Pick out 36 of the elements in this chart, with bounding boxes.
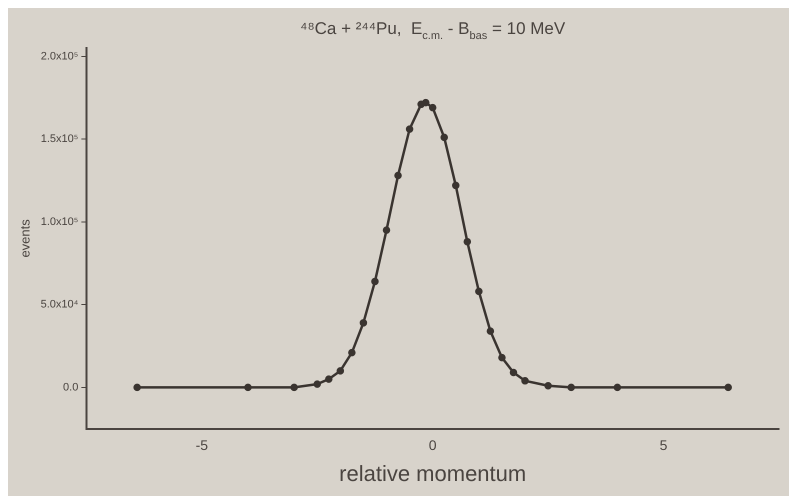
- point: [440, 134, 448, 142]
- point: [406, 125, 414, 133]
- x-tick-label: 5: [660, 437, 668, 454]
- point: [244, 384, 252, 392]
- point: [498, 354, 506, 362]
- point: [452, 182, 460, 190]
- point: [724, 384, 732, 392]
- x-tick-label: 0: [428, 437, 437, 454]
- point: [428, 104, 436, 112]
- point: [325, 375, 333, 383]
- y-tick-label: 2.0x10⁵: [40, 50, 78, 62]
- point: [382, 226, 390, 234]
- point: [422, 98, 430, 106]
- point: [313, 380, 321, 388]
- point: [394, 172, 402, 180]
- y-tick-label: 1.0x10⁵: [40, 216, 78, 228]
- point: [133, 384, 141, 392]
- point: [544, 382, 552, 390]
- point: [336, 367, 344, 375]
- y-tick-label: 5.0x10⁴: [40, 298, 79, 311]
- point: [614, 384, 622, 392]
- point: [510, 368, 518, 376]
- y-axis-title: events: [17, 218, 32, 258]
- point: [486, 327, 494, 335]
- point: [360, 319, 368, 327]
- y-tick-label: 0.0: [63, 381, 78, 394]
- x-tick-label: -5: [196, 437, 208, 454]
- point: [348, 348, 356, 356]
- point: [371, 278, 379, 286]
- point: [464, 238, 472, 246]
- point: [567, 384, 575, 392]
- x-axis-title: relative momentum: [339, 460, 526, 486]
- y-tick-label: 1.5x10⁵: [40, 133, 78, 146]
- point: [290, 384, 298, 392]
- point: [475, 288, 483, 296]
- point: [521, 377, 529, 385]
